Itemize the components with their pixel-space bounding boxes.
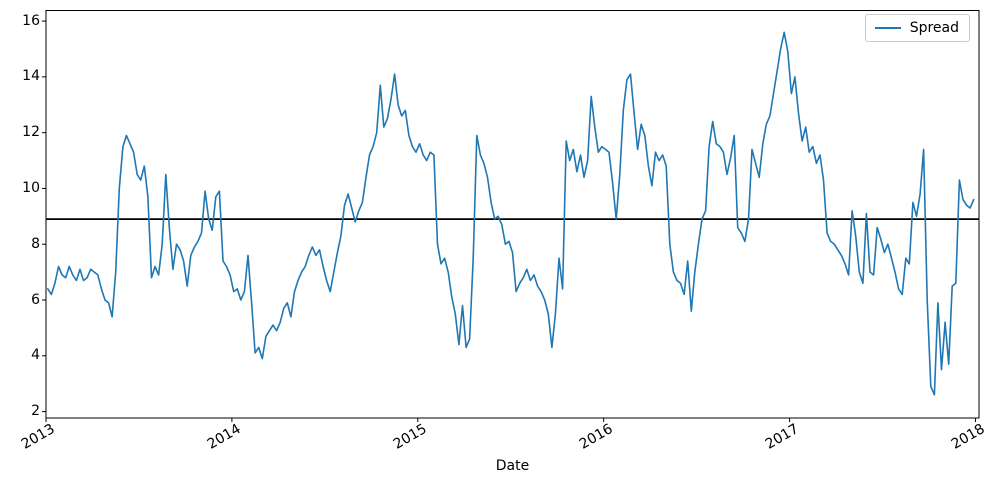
x-axis-title: Date [495,458,530,474]
series-line-spread [46,31,975,396]
legend-label: Spread [909,20,959,36]
legend: Spread [864,14,970,42]
legend-line-sample [874,27,901,29]
